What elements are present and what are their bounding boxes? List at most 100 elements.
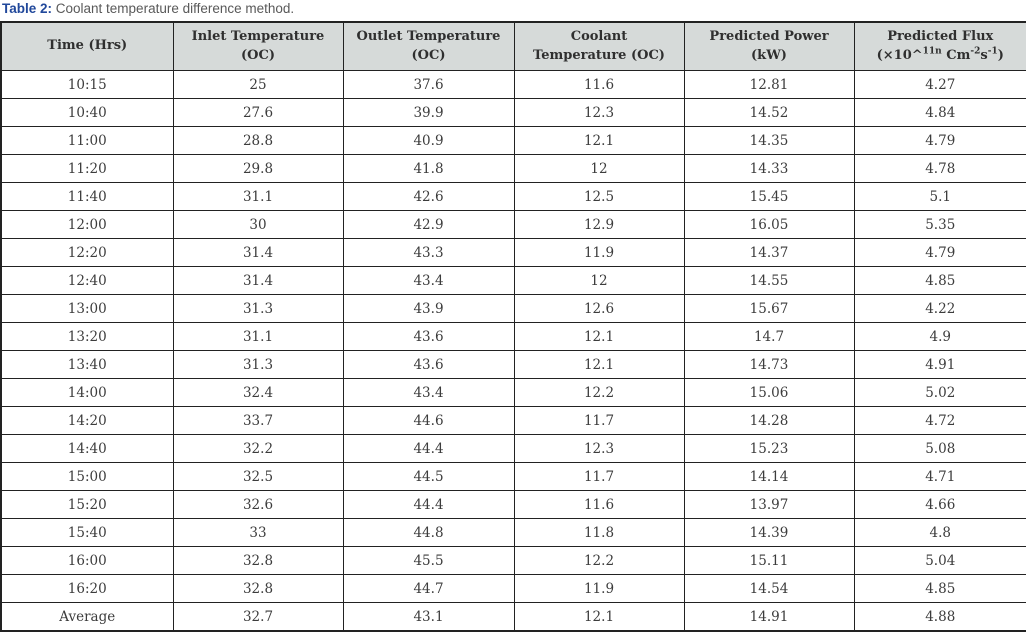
cell-coolant-temperature: 12 [513, 154, 685, 183]
cell-inlet-temperature: 32.7 [172, 602, 344, 632]
cell-coolant-temperature: 11.7 [513, 406, 685, 435]
cell-outlet-temperature: 37.6 [342, 70, 515, 99]
table-row: 11:20 29.8 41.8 12 14.33 4.78 [0, 154, 1026, 183]
cell-time: 11:00 [0, 126, 174, 155]
cell-inlet-temperature: 32.4 [172, 378, 344, 407]
cell-predicted-power: 15.23 [683, 434, 855, 463]
table-row: 12:40 31.4 43.4 12 14.55 4.85 [0, 266, 1026, 295]
cell-outlet-temperature: 41.8 [342, 154, 515, 183]
cell-time: 12:40 [0, 266, 174, 295]
header-inlet-temperature: Inlet Temperature (OC) [172, 21, 344, 71]
cell-time: 15:40 [0, 518, 174, 547]
cell-outlet-temperature: 44.4 [342, 490, 515, 519]
table-row: 14:00 32.4 43.4 12.2 15.06 5.02 [0, 378, 1026, 407]
cell-coolant-temperature: 12.2 [513, 378, 685, 407]
cell-coolant-temperature: 12.1 [513, 322, 685, 351]
table-row: Average 32.7 43.1 12.1 14.91 4.88 [0, 602, 1026, 632]
cell-time: 11:40 [0, 182, 174, 211]
table-row: 11:40 31.1 42.6 12.5 15.45 5.1 [0, 182, 1026, 211]
cell-outlet-temperature: 39.9 [342, 98, 515, 127]
cell-predicted-flux: 4.22 [853, 294, 1026, 323]
cell-predicted-flux: 4.66 [853, 490, 1026, 519]
cell-time: 13:20 [0, 322, 174, 351]
table-row: 16:00 32.8 45.5 12.2 15.11 5.04 [0, 546, 1026, 575]
cell-coolant-temperature: 12.2 [513, 546, 685, 575]
cell-predicted-power: 15.11 [683, 546, 855, 575]
cell-outlet-temperature: 44.7 [342, 574, 515, 603]
cell-time: 16:20 [0, 574, 174, 603]
header-coolant-temperature: Coolant Temperature (OC) [513, 21, 685, 71]
table-row: 11:00 28.8 40.9 12.1 14.35 4.79 [0, 126, 1026, 155]
cell-predicted-flux: 4.27 [853, 70, 1026, 99]
cell-time: 14:00 [0, 378, 174, 407]
cell-predicted-flux: 4.85 [853, 574, 1026, 603]
cell-coolant-temperature: 12.9 [513, 210, 685, 239]
table-row: 10:40 27.6 39.9 12.3 14.52 4.84 [0, 98, 1026, 127]
cell-outlet-temperature: 43.4 [342, 378, 515, 407]
cell-predicted-power: 15.06 [683, 378, 855, 407]
cell-inlet-temperature: 31.4 [172, 266, 344, 295]
cell-predicted-power: 16.05 [683, 210, 855, 239]
cell-coolant-temperature: 12.6 [513, 294, 685, 323]
cell-predicted-flux: 4.72 [853, 406, 1026, 435]
cell-predicted-power: 14.28 [683, 406, 855, 435]
table-row: 14:40 32.2 44.4 12.3 15.23 5.08 [0, 434, 1026, 463]
cell-predicted-flux: 4.85 [853, 266, 1026, 295]
cell-outlet-temperature: 44.5 [342, 462, 515, 491]
cell-inlet-temperature: 27.6 [172, 98, 344, 127]
cell-outlet-temperature: 44.6 [342, 406, 515, 435]
cell-predicted-power: 14.52 [683, 98, 855, 127]
cell-coolant-temperature: 11.8 [513, 518, 685, 547]
cell-predicted-power: 14.91 [683, 602, 855, 632]
cell-predicted-flux: 5.1 [853, 182, 1026, 211]
cell-predicted-power: 14.55 [683, 266, 855, 295]
cell-time: 13:40 [0, 350, 174, 379]
cell-inlet-temperature: 32.8 [172, 546, 344, 575]
table-row: 15:20 32.6 44.4 11.6 13.97 4.66 [0, 490, 1026, 519]
cell-outlet-temperature: 45.5 [342, 546, 515, 575]
table-row: 15:00 32.5 44.5 11.7 14.14 4.71 [0, 462, 1026, 491]
cell-outlet-temperature: 43.4 [342, 266, 515, 295]
header-predicted-flux: Predicted Flux (×10^11n Cm-2s-1) [853, 21, 1026, 71]
cell-outlet-temperature: 44.4 [342, 434, 515, 463]
header-time: Time (Hrs) [0, 21, 174, 71]
table-row: 12:20 31.4 43.3 11.9 14.37 4.79 [0, 238, 1026, 267]
cell-coolant-temperature: 12.1 [513, 126, 685, 155]
table-caption-text: Coolant temperature difference method. [52, 1, 295, 16]
cell-predicted-flux: 5.04 [853, 546, 1026, 575]
header-row: Time (Hrs) Inlet Temperature (OC) Outlet… [0, 21, 1026, 71]
table-row: 16:20 32.8 44.7 11.9 14.54 4.85 [0, 574, 1026, 603]
cell-coolant-temperature: 11.6 [513, 490, 685, 519]
header-time-label: Time (Hrs) [47, 38, 128, 54]
cell-inlet-temperature: 30 [172, 210, 344, 239]
cell-predicted-power: 15.67 [683, 294, 855, 323]
cell-inlet-temperature: 32.6 [172, 490, 344, 519]
cell-outlet-temperature: 44.8 [342, 518, 515, 547]
cell-predicted-flux: 4.71 [853, 462, 1026, 491]
cell-inlet-temperature: 31.1 [172, 322, 344, 351]
cell-predicted-flux: 4.88 [853, 602, 1026, 632]
table-caption-label: Table 2: [2, 1, 53, 16]
cell-inlet-temperature: 29.8 [172, 154, 344, 183]
cell-predicted-flux: 4.91 [853, 350, 1026, 379]
coolant-data-table: Time (Hrs) Inlet Temperature (OC) Outlet… [0, 21, 1026, 632]
table-row: 13:40 31.3 43.6 12.1 14.73 4.91 [0, 350, 1026, 379]
cell-time: 14:20 [0, 406, 174, 435]
table-row: 12:00 30 42.9 12.9 16.05 5.35 [0, 210, 1026, 239]
cell-outlet-temperature: 43.6 [342, 350, 515, 379]
cell-predicted-power: 14.39 [683, 518, 855, 547]
cell-outlet-temperature: 43.9 [342, 294, 515, 323]
cell-outlet-temperature: 40.9 [342, 126, 515, 155]
header-flux-unit: (×10^11n Cm-2s-1) [876, 46, 1004, 63]
cell-inlet-temperature: 33.7 [172, 406, 344, 435]
cell-predicted-power: 14.33 [683, 154, 855, 183]
cell-inlet-temperature: 28.8 [172, 126, 344, 155]
cell-inlet-temperature: 33 [172, 518, 344, 547]
cell-coolant-temperature: 12.5 [513, 182, 685, 211]
cell-time: 15:20 [0, 490, 174, 519]
cell-inlet-temperature: 31.1 [172, 182, 344, 211]
table-caption: Table 2: Coolant temperature difference … [0, 0, 1026, 21]
cell-predicted-flux: 4.79 [853, 238, 1026, 267]
cell-time: 16:00 [0, 546, 174, 575]
cell-outlet-temperature: 42.6 [342, 182, 515, 211]
